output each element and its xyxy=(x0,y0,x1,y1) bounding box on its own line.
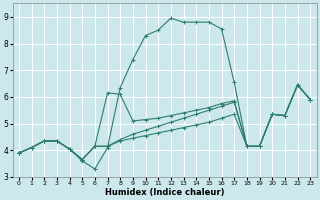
X-axis label: Humidex (Indice chaleur): Humidex (Indice chaleur) xyxy=(105,188,224,197)
